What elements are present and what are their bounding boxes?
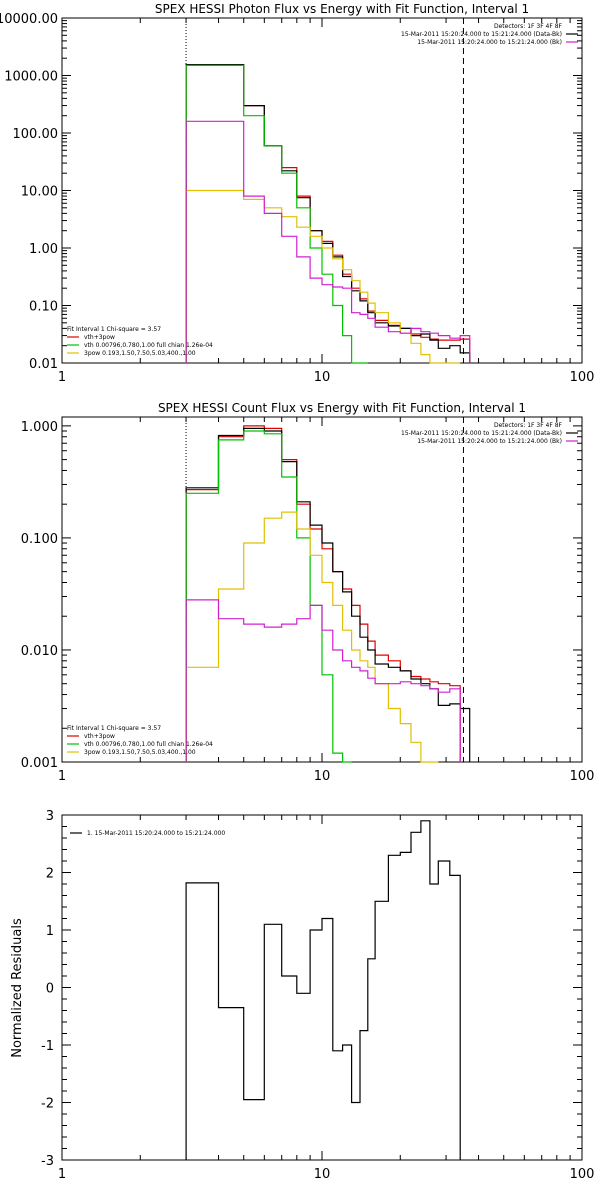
count-flux-legend-entry: 15-Mar-2011 15:20:24.000 to 15:21:24.000… [401, 430, 562, 437]
photon-flux-x-tick-label: 10 [314, 370, 331, 385]
photon-flux-y-tick-label: 10.00 [21, 185, 58, 200]
count-flux-legend-entry: 3pow 0.193,1.50,7.50,5.03,400.,1.00 [84, 749, 196, 756]
count-flux-series-line [185, 511, 439, 763]
residuals-x-tick-label: 1 [58, 1167, 66, 1182]
residuals-panel: Normalized Residuals 1 10 100 -3 -2 -1 0 1 2 3 1.… [10, 809, 594, 1182]
count-flux-series-line [185, 425, 461, 762]
photon-flux-y-tick-label: 1000.00 [4, 70, 58, 85]
count-flux-x-tick-label: 1 [58, 769, 66, 784]
photon-flux-series-line [185, 120, 471, 363]
photon-flux-legend-entry: vth 0.00796,0.780,1.00 full chian 1.26e-… [84, 342, 213, 349]
photon-flux-series-line [185, 189, 461, 364]
count-flux-y-tick-label: 0.100 [21, 532, 58, 547]
count-flux-series-line [185, 599, 461, 762]
photon-flux-legend-entry: 15-Mar-2011 15:20:24.000 to 15:21:24.000… [401, 31, 562, 38]
photon-flux-series [185, 18, 471, 364]
count-flux-panel: SPEX HESSI Count Flux vs Energy with Fit… [21, 401, 595, 784]
photon-flux-axis-ticks: 1 10 100 0.01 0.10 1.00 10.00 100.00 1000.00 1000… [0, 12, 594, 385]
residuals-series [185, 820, 461, 1160]
photon-flux-x-tick-label: 1 [58, 370, 66, 385]
residuals-y-tick-label: -1 [41, 1039, 54, 1054]
photon-flux-legend-entry: vth+3pow [84, 334, 115, 341]
count-flux-legend-entry: Detectors: 1F 3F 4F 8F [494, 422, 563, 429]
photon-flux-y-tick-label: 100.00 [13, 127, 59, 142]
count-flux-legend-entry: Fit Interval 1 Chi-square = 3.57 [67, 725, 161, 732]
residuals-y-tick-label: -2 [41, 1097, 54, 1112]
photon-flux-y-tick-label: 1.00 [29, 242, 58, 257]
residuals-x-tick-label: 100 [570, 1167, 595, 1182]
residuals-y-tick-label: 3 [46, 809, 54, 824]
photon-flux-x-tick-label: 100 [570, 370, 595, 385]
photon-flux-panel: SPEX HESSI Photon Flux vs Energy with Fi… [0, 2, 594, 385]
residuals-y-tick-label: 1 [46, 924, 54, 939]
count-flux-title: SPEX HESSI Count Flux vs Energy with Fit… [158, 401, 526, 415]
photon-flux-legend-entry: Fit Interval 1 Chi-square = 3.57 [67, 326, 161, 333]
photon-flux-legend-entry: 15-Mar-2011 15:20:24.000 to 15:21:24.000… [417, 39, 562, 46]
count-flux-y-tick-label: 0.001 [21, 756, 58, 771]
residuals-legend-entry: 1. 15-Mar-2011 15:20:24.000 to 15:21:24.… [87, 830, 225, 837]
count-flux-series [185, 417, 471, 763]
photon-flux-series-line [185, 64, 368, 364]
count-flux-legend-entry: vth+3pow [84, 733, 115, 740]
count-flux-legend-entry: vth 0.00796,0.780,1.00 full chian 1.26e-… [84, 741, 213, 748]
residuals-y-axis-label: Normalized Residuals [10, 918, 25, 1058]
count-flux-y-tick-label: 1.000 [21, 420, 58, 435]
photon-flux-title: SPEX HESSI Photon Flux vs Energy with Fi… [155, 2, 529, 16]
photon-flux-y-tick-label: 0.01 [29, 357, 58, 372]
residuals-legend: 1. 15-Mar-2011 15:20:24.000 to 15:21:24.… [70, 830, 225, 837]
count-flux-x-tick-label: 100 [570, 769, 595, 784]
count-flux-x-tick-label: 10 [314, 769, 331, 784]
photon-flux-y-tick-label: 0.10 [29, 300, 58, 315]
count-flux-axis-ticks: 1 10 100 0.001 0.010 0.100 1.000 [21, 417, 595, 784]
photon-flux-legend-entry: 3pow 0.193,1.50,7.50,5.03,400.,1.00 [84, 350, 196, 357]
residuals-x-tick-label: 10 [314, 1167, 331, 1182]
photon-flux-y-tick-label: 10000.00 [0, 12, 58, 27]
residuals-series-line [185, 820, 461, 1160]
residuals-y-tick-label: -3 [41, 1154, 54, 1169]
residuals-axis-ticks: 1 10 100 -3 -2 -1 0 1 2 3 [41, 809, 594, 1182]
count-flux-series-line [185, 430, 352, 763]
count-flux-legend-entry: 15-Mar-2011 15:20:24.000 to 15:21:24.000… [417, 438, 562, 445]
residuals-y-tick-label: 0 [46, 982, 54, 997]
photon-flux-legend-entry: Detectors: 1F 3F 4F 8F [494, 23, 563, 30]
residuals-y-tick-label: 2 [46, 867, 54, 882]
count-flux-y-tick-label: 0.010 [21, 644, 58, 659]
